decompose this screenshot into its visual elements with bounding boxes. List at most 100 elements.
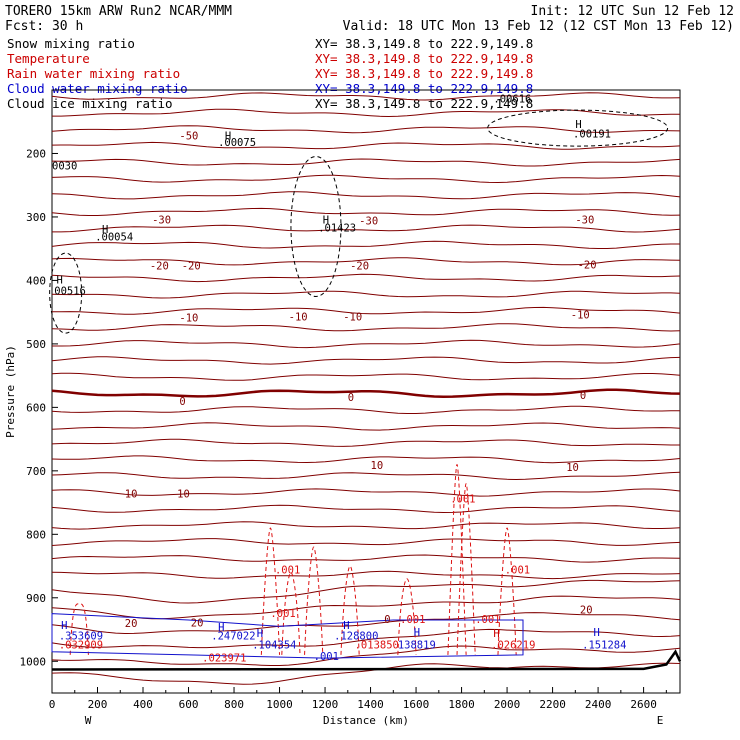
ice-contour [487,109,669,147]
isotherm-line [51,257,681,266]
isotherm-line [51,388,681,398]
x-axis-label: Distance (km) [323,714,409,727]
rain-label: .032909 [59,640,103,652]
y-tick-label: 500 [26,338,46,351]
y-tick-label: 700 [26,465,46,478]
legend-xy: XY= 38.3,149.8 to 222.9,149.8 [315,66,533,81]
y-tick-label: 1000 [20,655,47,668]
cloud-water-label: .353609 [59,631,103,643]
isotherm-line [51,438,680,447]
x-tick-label: 2600 [630,698,657,711]
ice-label: .00191 [573,129,611,141]
isotherm-line [51,471,681,481]
isotherm-line [51,504,681,514]
high-marker: H [493,628,499,640]
rain-contour [304,546,324,655]
x-tick-label: 1200 [312,698,339,711]
isotherm-line [51,306,681,315]
rain-label: .001 [505,565,530,577]
legend-xy: XY= 38.3,149.8 to 222.9,149.8 [315,51,533,66]
temperature-label: 0 [179,396,185,408]
isotherm-line [51,141,681,150]
isotherm-line [52,339,681,349]
rain-contour [497,527,517,655]
isotherm-line [51,662,681,685]
isotherm-line [51,554,681,563]
isotherm-line [51,191,681,200]
cloud-water-label: .247022 [211,631,255,643]
isotherm-line [51,538,681,546]
legend-label: Rain water mixing ratio [7,66,180,81]
header-title: TORERO 15km ARW Run2 NCAR/MMM [5,4,232,19]
isotherm-line [51,323,681,332]
ice-label: .00616 [493,94,531,106]
rain-label: .001 [450,494,475,506]
cloud-water-label: 138819 [398,640,436,652]
isotherm-line [51,158,681,167]
temperature-label: 20 [580,605,593,617]
y-tick-label: 400 [26,274,46,287]
y-tick-label: 300 [26,211,46,224]
header-init: Init: 12 UTC Sun 12 Feb 12 [531,4,735,19]
y-tick-label: 800 [26,528,46,541]
ice-contour [49,252,83,334]
temperature-label: -20 [350,261,369,273]
x-tick-label: 2200 [539,698,566,711]
temperature-label: -20 [150,261,169,273]
ice-label: .01423 [318,223,356,235]
high-marker: H [218,622,224,634]
legend-label: Cloud water mixing ratio [7,81,188,96]
high-marker: H [575,119,581,131]
temperature-label: 10 [177,489,190,501]
isotherm-line [52,224,681,233]
legend-label: Temperature [7,51,90,66]
cloud-water-label: .128800 [334,631,378,643]
ice-contour [290,155,342,297]
isotherm-line [51,290,681,299]
cloud-water-label: .104354 [252,640,296,652]
rain-label: .001 [275,565,300,577]
y-tick-label: 600 [26,401,46,414]
x-tick-label: 1800 [448,698,475,711]
temperature-label: -10 [343,311,362,323]
isotherm-line [51,645,681,666]
isotherm-line [51,207,681,216]
high-marker: H [102,224,108,236]
isotherm-line [51,92,681,101]
cloud-water-label: .151284 [582,640,626,652]
ice-label: 00516 [54,285,86,297]
high-marker: H [57,275,63,287]
temperature-label: -30 [152,214,171,226]
legend-xy: XY= 38.3,149.8 to 222.9,149.8 [315,81,533,96]
temperature-label: -10 [289,311,308,323]
ice-label: .00075 [218,137,256,149]
isotherm-line [51,372,681,381]
temperature-label: 0 [348,392,354,404]
rain-contour [397,578,417,655]
rain-contour [456,483,476,655]
east-label: E [657,714,664,727]
x-tick-label: 1400 [357,698,384,711]
x-tick-label: 600 [179,698,199,711]
legend-xy: XY= 38.3,149.8 to 222.9,149.8 [315,36,533,51]
rain-label: .023971 [202,652,246,664]
rain-label: .026219 [491,640,535,652]
isotherm-line [51,356,681,365]
high-marker: H [594,627,600,639]
x-tick-label: 0 [49,698,56,711]
x-tick-label: 2400 [585,698,612,711]
isotherm-line [51,422,681,431]
rain-label: .001 [270,608,295,620]
terrain-line [51,649,682,671]
isotherm-line [51,174,681,184]
temperature-label: 20 [125,618,138,630]
temperature-label: -20 [578,259,597,271]
rain-label: .001 [475,614,500,626]
isotherm-line [51,570,681,580]
x-tick-label: 400 [133,698,153,711]
high-marker: H [414,627,420,639]
legend-label: Cloud ice mixing ratio [7,96,173,111]
temperature-label: -10 [571,310,590,322]
